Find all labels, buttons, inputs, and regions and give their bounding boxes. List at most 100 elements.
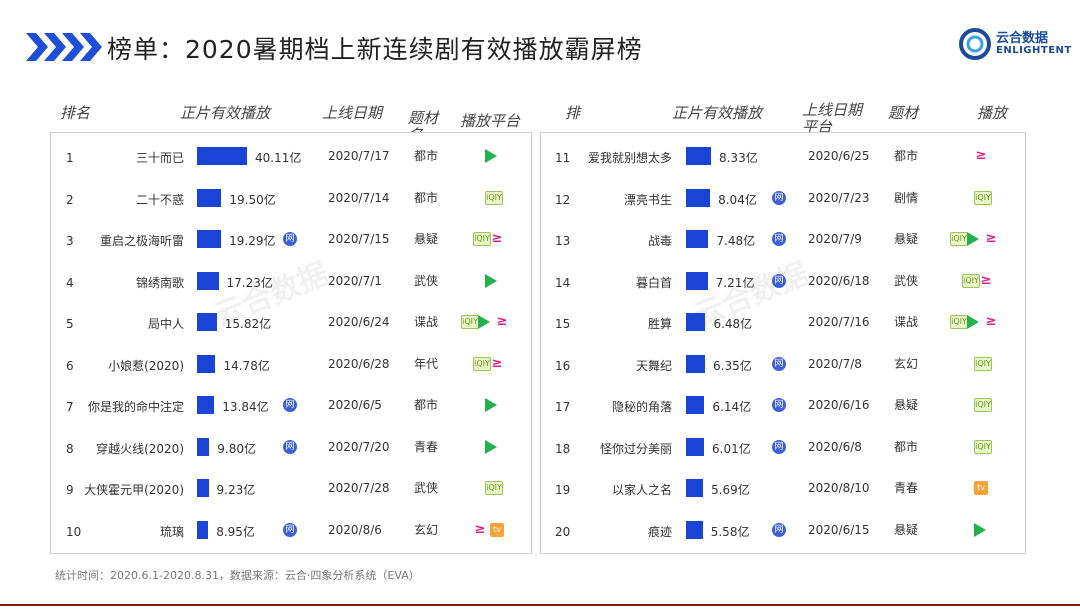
tencent-platform-icon bbox=[485, 149, 497, 163]
bar-mark bbox=[686, 396, 705, 414]
header-plays-right: 正片有效播放 bbox=[672, 104, 763, 122]
bar-mark bbox=[197, 271, 219, 290]
bar-mark bbox=[197, 147, 247, 165]
bar-value-label: 6.48亿 bbox=[713, 317, 753, 331]
logo-text-en: ENLIGHTENT bbox=[996, 45, 1072, 56]
header-date-right: 上线日期平台 bbox=[802, 101, 863, 136]
bar-value-label: 9.80亿 bbox=[217, 441, 256, 456]
iqiyi-platform-icon: iQIY bbox=[950, 232, 968, 246]
bar-mark bbox=[197, 520, 209, 539]
iqiyi-platform-icon: iQIY bbox=[473, 232, 491, 246]
release-date: 2020/6/25 bbox=[808, 149, 870, 163]
release-date: 2020/7/20 bbox=[328, 439, 390, 454]
bar-mark bbox=[686, 479, 704, 497]
bar-mark bbox=[197, 437, 210, 456]
genre-tag: 悬疑 bbox=[894, 522, 919, 537]
web-drama-badge-icon: 网 bbox=[772, 232, 786, 246]
bar-value-label: 8.04亿 bbox=[718, 192, 757, 207]
genre-tag: 都市 bbox=[414, 398, 439, 412]
bar-mark bbox=[197, 313, 217, 331]
iqiyi-platform-icon: iQIY bbox=[950, 315, 968, 329]
youku-platform-icon: ≥ bbox=[496, 314, 508, 329]
bar-value-label: 7.48亿 bbox=[716, 234, 756, 248]
drama-name: 重启之极海听雷 bbox=[99, 234, 184, 248]
drama-name: 二十不惑 bbox=[135, 192, 184, 207]
drama-name: 三十而已 bbox=[135, 151, 184, 165]
header-date-left: 上线日期 bbox=[322, 104, 383, 122]
youku-platform-icon: ≥ bbox=[474, 521, 486, 537]
release-date: 2020/6/24 bbox=[328, 315, 390, 329]
drama-name: 胜算 bbox=[647, 317, 672, 331]
bar-mark bbox=[686, 520, 703, 539]
rank-number: 9 bbox=[66, 483, 74, 497]
bar-value-label: 5.69亿 bbox=[711, 483, 750, 497]
rank-number: 6 bbox=[66, 358, 74, 373]
drama-name: 以家人之名 bbox=[611, 483, 672, 497]
logo-text-cn: 云合数据 bbox=[996, 31, 1049, 46]
web-drama-badge-icon: 网 bbox=[283, 522, 297, 537]
drama-name: 隐秘的角落 bbox=[611, 400, 672, 414]
iqiyi-platform-icon: iQIY bbox=[974, 398, 992, 412]
rank-number: 13 bbox=[555, 234, 571, 248]
rank-number: 11 bbox=[555, 151, 571, 165]
genre-tag: 玄幻 bbox=[894, 356, 919, 371]
genre-tag: 谍战 bbox=[414, 315, 439, 329]
logo-mark-icon bbox=[959, 28, 991, 60]
tencent-platform-icon bbox=[967, 315, 979, 329]
header-platform-right: 播放 bbox=[977, 104, 1008, 122]
youku-platform-icon: ≥ bbox=[985, 231, 997, 246]
release-date: 2020/6/15 bbox=[808, 522, 870, 537]
release-date: 2020/7/14 bbox=[328, 190, 390, 205]
footer-source: 统计时间：2020.6.1-2020.8.31，数据来源：云合·四象分析系统（E… bbox=[55, 569, 420, 582]
bar-mark bbox=[686, 188, 711, 207]
bar-value-label: 19.50亿 bbox=[229, 192, 276, 207]
rank-number: 20 bbox=[555, 524, 571, 539]
rank-number: 7 bbox=[66, 400, 74, 414]
iqiyi-platform-icon: iQIY bbox=[485, 190, 503, 205]
genre-tag: 悬疑 bbox=[414, 232, 439, 246]
mango-platform-icon: tv bbox=[490, 522, 504, 537]
rank-number: 5 bbox=[66, 317, 74, 331]
web-drama-badge-icon: 网 bbox=[772, 398, 786, 412]
youku-platform-icon: ≥ bbox=[491, 231, 503, 246]
tencent-platform-icon bbox=[485, 273, 497, 288]
page-title: 榜单：2020暑期档上新连续剧有效播放霸屏榜 bbox=[107, 35, 643, 64]
rank-number: 16 bbox=[555, 358, 571, 373]
release-date: 2020/6/8 bbox=[808, 439, 862, 454]
bar-value-label: 5.58亿 bbox=[710, 524, 750, 539]
bar-mark bbox=[197, 396, 215, 414]
bar-mark bbox=[686, 313, 706, 331]
web-drama-badge-icon: 网 bbox=[283, 232, 297, 246]
genre-tag: 武侠 bbox=[414, 481, 439, 495]
tencent-platform-icon bbox=[478, 315, 490, 329]
release-date: 2020/6/16 bbox=[808, 398, 870, 412]
bar-value-label: 8.95亿 bbox=[216, 524, 255, 539]
tencent-platform-icon bbox=[485, 398, 497, 412]
bar-mark bbox=[686, 271, 708, 290]
header-platform-left: 播放平台 bbox=[460, 112, 521, 130]
web-drama-badge-icon: 网 bbox=[772, 439, 786, 454]
rank-number: 19 bbox=[555, 483, 571, 497]
bar-mark bbox=[686, 437, 705, 456]
youku-platform-icon: ≥ bbox=[491, 355, 503, 371]
bar-value-label: 15.82亿 bbox=[224, 317, 272, 331]
rank-number: 10 bbox=[66, 524, 82, 539]
bar-mark bbox=[686, 147, 711, 165]
mango-platform-icon: tv bbox=[974, 481, 988, 495]
rank-number: 17 bbox=[555, 400, 571, 414]
genre-tag: 武侠 bbox=[894, 273, 919, 288]
rank-number: 2 bbox=[66, 192, 74, 207]
rank-number: 14 bbox=[555, 275, 571, 290]
release-date: 2020/8/10 bbox=[808, 481, 870, 495]
bar-mark bbox=[197, 230, 222, 248]
rank-number: 8 bbox=[66, 441, 74, 456]
release-date: 2020/8/6 bbox=[328, 522, 382, 537]
drama-name: 锦绣南歌 bbox=[135, 275, 184, 290]
table-panel-left bbox=[50, 132, 532, 554]
bar-value-label: 9.23亿 bbox=[216, 483, 256, 497]
web-drama-badge-icon: 网 bbox=[772, 190, 786, 205]
release-date: 2020/7/1 bbox=[328, 273, 382, 288]
bar-value-label: 6.35亿 bbox=[713, 358, 752, 373]
drama-name: 漂亮书生 bbox=[623, 192, 672, 207]
bar-value-label: 17.23亿 bbox=[226, 275, 273, 290]
